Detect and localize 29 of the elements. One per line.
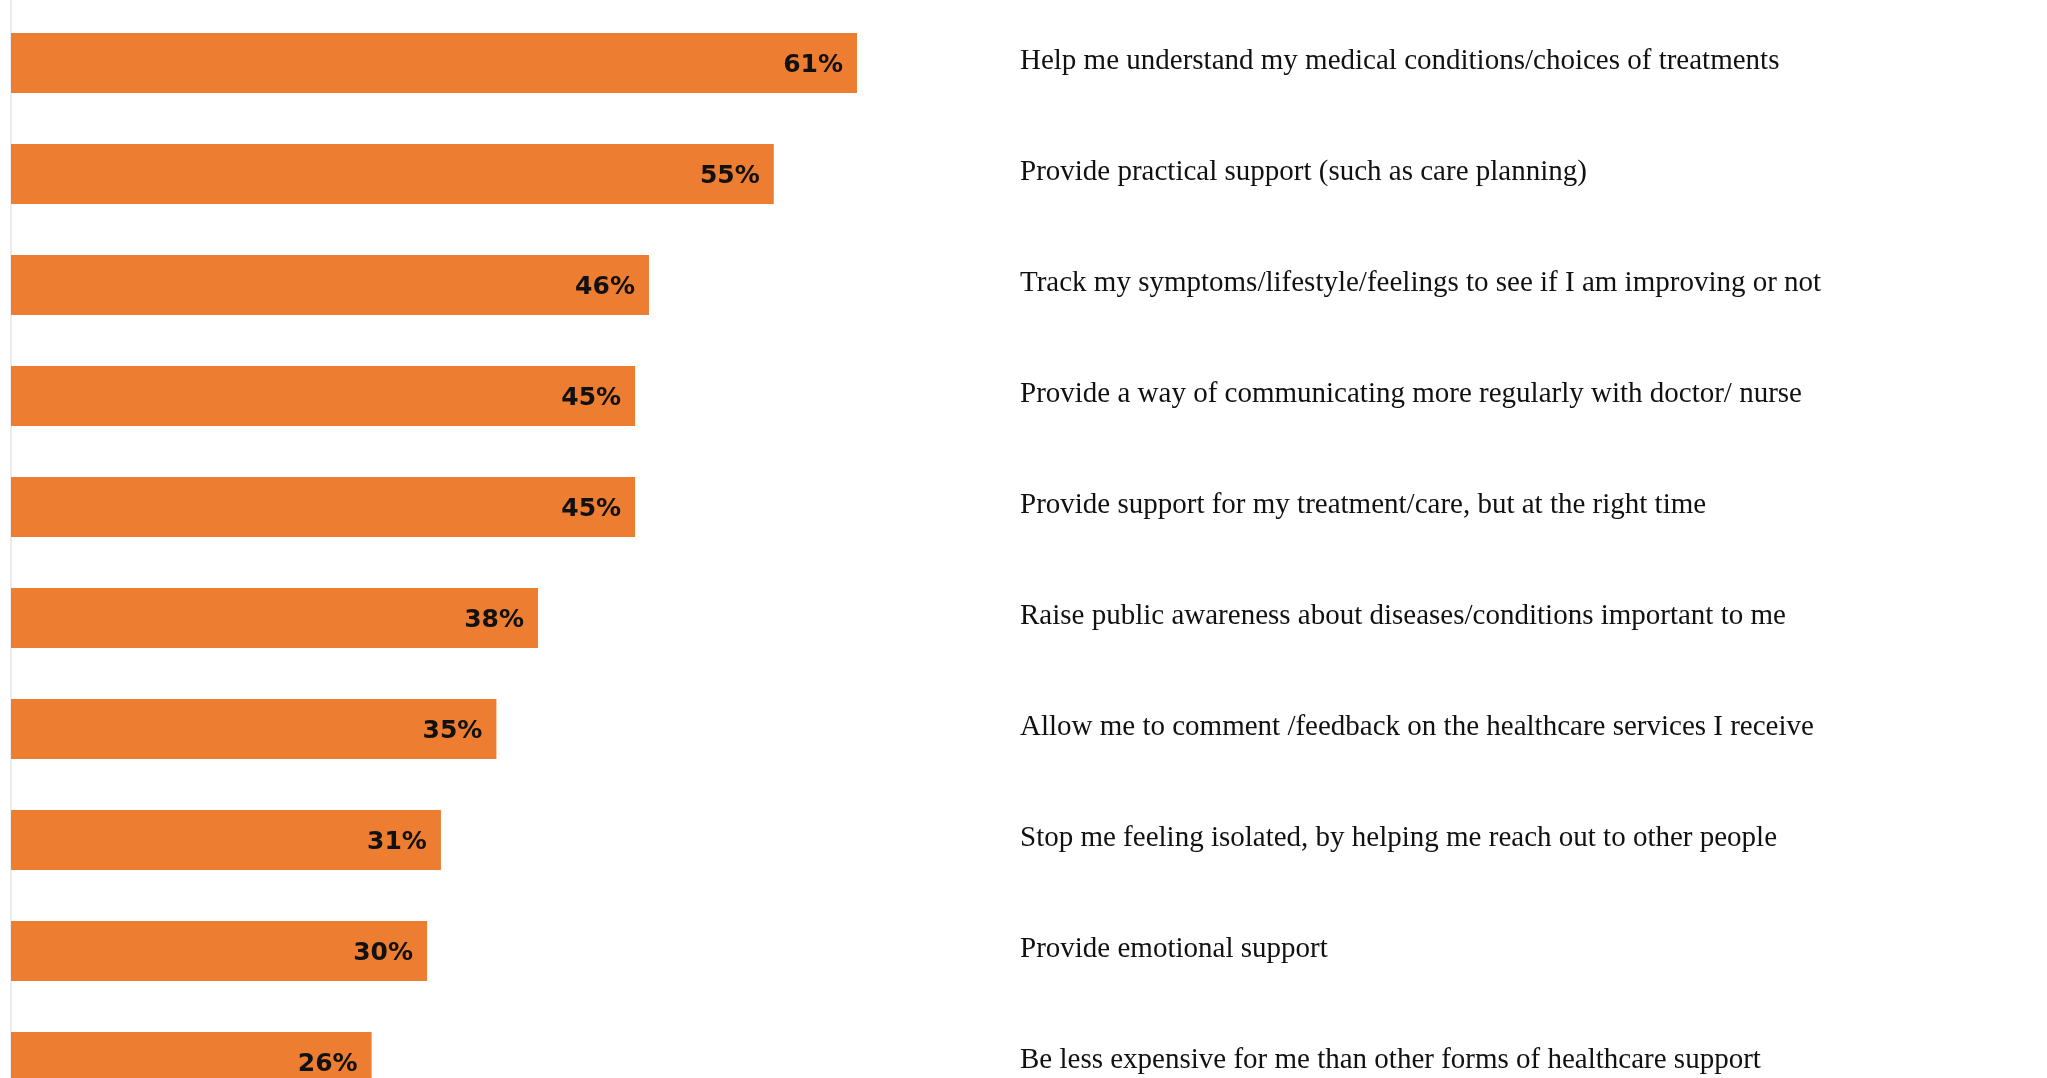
- y-tick-label: Provide a way of communicating more regularly with doctor/ nurse: [1020, 376, 1802, 408]
- bar: [11, 810, 441, 870]
- y-tick-label: Provide practical support (such as care planning): [1020, 154, 1587, 187]
- bar: [11, 921, 428, 981]
- data-label: 26%: [297, 1047, 358, 1077]
- data-label: 35%: [422, 714, 483, 744]
- data-label: 61%: [783, 48, 843, 78]
- data-label: 55%: [699, 159, 760, 189]
- y-tick-label: Provide emotional support: [1020, 931, 1328, 963]
- y-tick-label: Stop me feeling isolated, by helping me reach out to other people: [1020, 820, 1778, 852]
- bar: [11, 477, 636, 537]
- data-label: 46%: [575, 270, 635, 300]
- data-label: 38%: [464, 603, 525, 633]
- data-label: 45%: [561, 381, 622, 411]
- y-tick-label: Raise public awareness about diseases/conditions important to me: [1020, 598, 1786, 630]
- bar: [11, 33, 857, 93]
- y-tick-label: Allow me to comment /feedback on the healthcare services I receive: [1020, 709, 1814, 741]
- data-label: 45%: [561, 492, 622, 522]
- bar: [11, 366, 636, 426]
- y-tick-label: Help me understand my medical conditions/choices of treatments: [1020, 43, 1780, 75]
- bar: [11, 588, 539, 648]
- bar: [11, 699, 497, 759]
- data-label: 31%: [367, 825, 427, 855]
- y-tick-label: Provide support for my treatment/care, but at the right time: [1020, 487, 1707, 519]
- y-tick-label: Track my symptoms/lifestyle/feelings to see if I am improving or not: [1020, 265, 1822, 297]
- bar: [11, 255, 649, 315]
- bar: [11, 144, 774, 204]
- y-tick-label: Be less expensive for me than other forms of healthcare support: [1020, 1042, 1761, 1074]
- data-label: 30%: [353, 936, 414, 966]
